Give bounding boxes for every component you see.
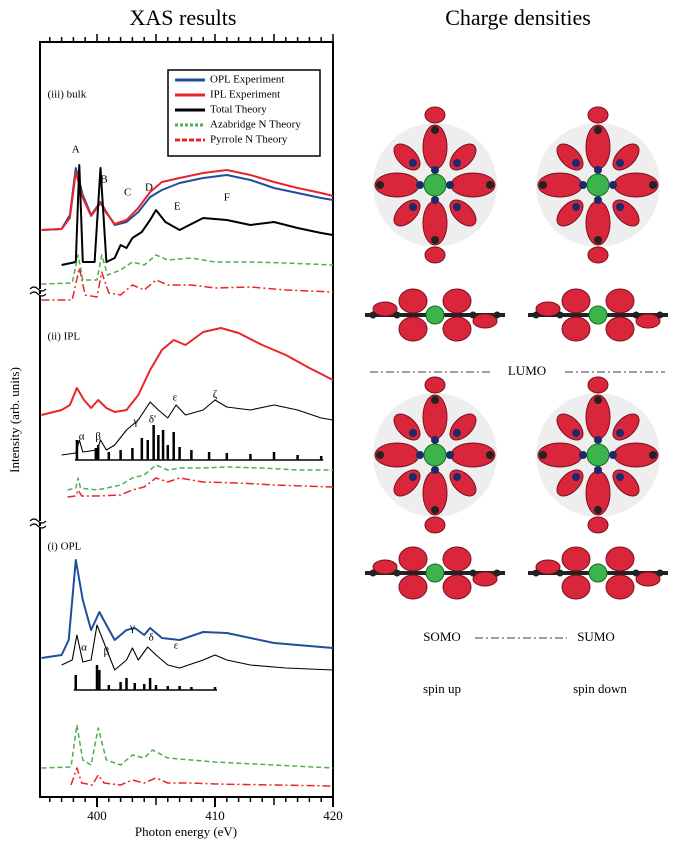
orbital-render [526,287,670,343]
spectrum-line [67,464,333,491]
legend-label: OPL Experiment [210,74,284,86]
orbital-render [363,287,507,343]
spectrum-line [41,267,334,301]
annotation: (iii) bulk [47,89,86,101]
spectrum-line [61,624,334,671]
spectrum-line [41,327,334,416]
x-tick-label: 410 [205,808,225,823]
spectrum-line [41,559,334,659]
y-axis-label: Intensity (arb. units) [7,367,22,473]
annotation: ε [173,392,178,404]
orbital-render [535,376,661,534]
panel-title: Charge densities [445,5,591,30]
orbital-render [526,545,670,601]
legend: OPL Experiment IPL Experiment Total Theory… [175,74,301,146]
legend-label: IPL Experiment [210,89,280,101]
spectrum-line [70,767,334,787]
annotation: β [95,431,101,443]
annotation: (i) OPL [47,541,81,553]
annotation: α [79,431,85,443]
level-line [370,371,665,639]
spectrum-line [41,724,334,769]
orbital-render [372,376,498,534]
x-tick-label: 420 [323,808,343,823]
spectrum-line [67,477,334,498]
legend-label: Pyrrole N Theory [210,134,288,146]
annotation: δ [149,632,154,644]
legend-box [167,69,321,157]
annotation: β [104,646,110,658]
annotation: A [72,144,80,156]
annotation: α [81,642,87,654]
annotation: ε [174,640,179,652]
annotation: E [174,201,181,213]
annotation: F [224,192,230,204]
column-label: spin up [423,681,461,696]
level-label: SOMO [423,629,461,644]
annotation: (ii) IPL [47,331,80,343]
annotation: B [100,174,107,186]
spectrum-line [61,164,334,266]
legend-label: Total Theory [210,104,267,116]
x-tick-label: 400 [87,808,107,823]
annotation: δ' [149,414,156,426]
legend-label: Azabridge N Theory [210,119,301,131]
annotation: ζ [213,389,218,401]
spectrum-line [61,399,334,456]
plot-area: 400 410 420 (iii) bulk (ii) IPL (i) OPL A B C D E F… [41,34,343,823]
annotation: γ [129,622,135,634]
orbital-render [363,545,507,601]
spectrum-line [41,254,334,285]
annotation: C [124,187,131,199]
annotation: γ [133,416,139,428]
level-label: SUMO [577,629,615,644]
axis-break [29,286,47,529]
orbital-render [372,106,498,264]
orbital-render [535,106,661,264]
chart-title: XAS results [130,5,237,30]
x-axis-label: Photon energy (eV) [135,824,237,839]
level-label: LUMO [508,363,546,378]
annotation: D [145,182,153,194]
column-label: spin down [573,681,627,696]
